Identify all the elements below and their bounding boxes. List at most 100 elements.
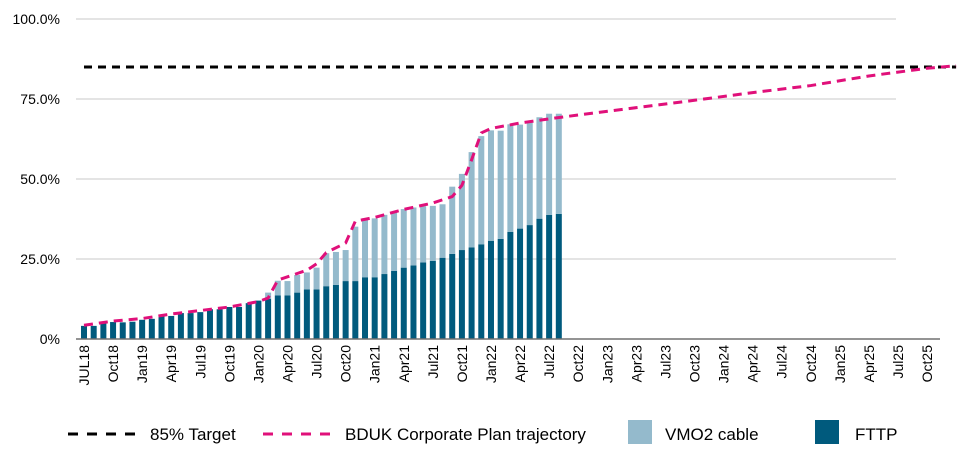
bar-fttp-Jul21 (429, 260, 436, 339)
bar-vmo2-Sep20 (332, 251, 339, 285)
bar-fttp-Mar22 (507, 231, 514, 339)
legend-label: VMO2 cable (665, 425, 759, 444)
x-tick-label: Apr24 (745, 345, 761, 383)
bar-fttp-Dec20 (362, 277, 369, 339)
bar-fttp-Dec21 (478, 244, 485, 339)
bar-vmo2-Aug22 (555, 113, 562, 214)
bar-fttp-Feb20 (265, 298, 272, 339)
x-tick-label: Oct24 (803, 345, 819, 383)
x-tick-label: Apr19 (163, 345, 179, 383)
bar-vmo2-Dec21 (478, 136, 485, 245)
bar-vmo2-Sep21 (449, 186, 456, 254)
y-tick-label: 0% (40, 331, 60, 347)
x-tick-label: Apr20 (279, 345, 295, 383)
bar-fttp-Jul19 (197, 312, 204, 339)
bar-vmo2-May20 (294, 275, 301, 293)
x-tick-label: Jan25 (832, 345, 848, 383)
x-tick-label: Jan22 (483, 345, 499, 383)
bar-vmo2-Feb22 (497, 130, 504, 239)
bar-fttp-Jun20 (303, 289, 310, 339)
y-tick-label: 100.0% (13, 11, 60, 27)
bar-fttp-Feb21 (381, 274, 388, 339)
bar-fttp-Jun21 (420, 262, 427, 339)
bar-vmo2-Jan21 (371, 218, 378, 278)
x-tick-label: Jan19 (134, 345, 150, 383)
x-tick-label: Oct25 (919, 345, 935, 383)
x-tick-label: Oct22 (570, 345, 586, 383)
bar-fttp-May19 (177, 313, 184, 339)
legend-label: BDUK Corporate Plan trajectory (345, 425, 586, 444)
bar-fttp-Oct18 (110, 322, 117, 339)
bar-fttp-Oct20 (342, 281, 349, 339)
bar-vmo2-Oct20 (342, 250, 349, 282)
bar-vmo2-Aug20 (323, 253, 330, 287)
bar-vmo2-Jul22 (546, 113, 553, 215)
bar-fttp-Aug19 (206, 309, 213, 339)
bar-fttp-Oct19 (226, 307, 233, 339)
bar-fttp-Jun22 (536, 218, 543, 339)
x-tick-label: Apr23 (628, 345, 644, 383)
bar-fttp-Jan19 (139, 319, 146, 339)
legend: 85% Target BDUK Corporate Plan trajectory… (68, 420, 898, 444)
x-tick-label: Oct20 (338, 345, 354, 383)
x-tick-label: Oct18 (105, 345, 121, 383)
legend-label: 85% Target (150, 425, 236, 444)
bar-fttp-May21 (410, 265, 417, 339)
x-tick-label: Jul21 (425, 345, 441, 379)
bar-fttp-Jan22 (487, 240, 494, 339)
bar-vmo2-Aug21 (439, 204, 446, 258)
bar-fttp-Nov21 (468, 247, 475, 339)
bar-vmo2-Mar20 (274, 280, 281, 296)
x-tick-label: Apr25 (861, 345, 877, 383)
bar-fttp-Nov20 (352, 281, 359, 339)
bar-fttp-Mar21 (391, 270, 398, 339)
bar-fttp-Feb19 (148, 318, 155, 339)
bar-fttp-Nov18 (119, 322, 126, 339)
x-tick-label: Apr22 (512, 345, 528, 383)
bar-vmo2-Mar21 (391, 212, 398, 271)
bar-fttp-Jun19 (187, 313, 194, 339)
x-axis-ticks: JUL18 Oct18 Jan19 Apr19 Jul19 Oct19 Jan20 Apr20… (76, 345, 935, 386)
trajectory-line (83, 64, 957, 327)
bar-fttp-Jul22 (546, 214, 553, 339)
y-axis-ticks: 0% 25.0% 50.0% 75.0% 100.0% (13, 11, 60, 347)
bar-vmo2-Oct21 (458, 173, 465, 251)
x-tick-label: Jul19 (192, 345, 208, 379)
bar-fttp-May22 (526, 225, 533, 339)
bar-fttp-Feb22 (497, 238, 504, 339)
bar-fttp-Nov19 (236, 307, 243, 339)
x-tick-label: Oct23 (686, 345, 702, 383)
bar-fttp-Sep20 (332, 284, 339, 339)
x-tick-label: Apr21 (396, 345, 412, 383)
bar-vmo2-Feb21 (381, 214, 388, 275)
bar-fttp-Oct21 (458, 250, 465, 339)
bar-fttp-Jan20 (255, 300, 262, 339)
y-tick-label: 50.0% (20, 171, 60, 187)
lines (83, 64, 957, 327)
bar-vmo2-Apr21 (400, 209, 407, 268)
bar-fttp-Dec18 (129, 321, 136, 339)
y-tick-label: 75.0% (20, 91, 60, 107)
x-tick-label: Jan21 (367, 345, 383, 383)
bar-vmo2-Dec20 (362, 218, 369, 278)
bar-vmo2-Nov21 (468, 152, 475, 248)
x-tick-label: Jul25 (890, 345, 906, 379)
bar-fttp-Apr22 (517, 228, 524, 339)
bar-vmo2-Nov20 (352, 226, 359, 282)
bar-fttp-Sep18 (100, 322, 107, 339)
x-tick-label: Jul20 (309, 345, 325, 379)
bar-fttp-Jul18 (81, 325, 87, 339)
bar-vmo2-Apr20 (284, 281, 291, 296)
bar-fttp-Dec19 (245, 303, 252, 339)
bar-fttp-Sep21 (449, 253, 456, 339)
x-tick-label: Jan24 (716, 345, 732, 383)
legend-swatch (628, 420, 652, 444)
bars (81, 113, 562, 339)
bar-fttp-Aug18 (90, 325, 97, 339)
bar-fttp-Apr20 (284, 295, 291, 339)
bar-fttp-May20 (294, 292, 301, 339)
bar-vmo2-Jul20 (313, 267, 320, 290)
bar-vmo2-May21 (410, 207, 417, 266)
bar-fttp-Jul20 (313, 289, 320, 339)
